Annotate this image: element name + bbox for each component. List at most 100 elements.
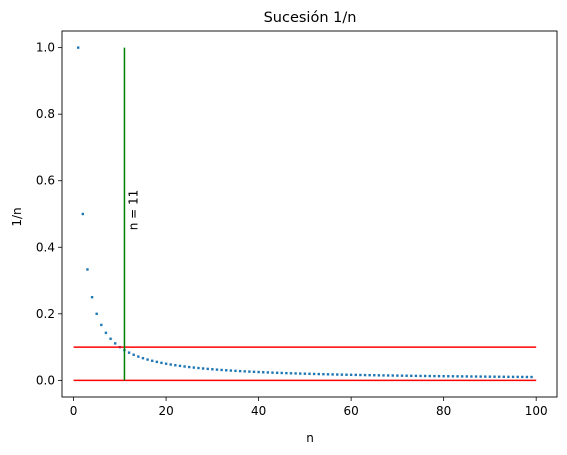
reference-lines-group: n = 11	[73, 47, 537, 382]
data-point	[294, 372, 297, 375]
data-point	[525, 375, 529, 379]
data-point	[511, 375, 515, 379]
ticks-group: 0 20 40 60 80 100 0.0 0.2 0.4 0.6 0.8 1.0	[36, 41, 548, 418]
data-point	[345, 373, 348, 376]
data-point	[405, 374, 408, 377]
data-point	[299, 372, 302, 375]
data-point	[451, 375, 455, 378]
data-point	[414, 374, 418, 378]
data-point	[368, 373, 371, 377]
data-point	[257, 370, 260, 374]
data-point	[373, 374, 376, 377]
data-point	[516, 375, 519, 379]
data-point	[493, 375, 496, 378]
data-point	[95, 312, 98, 316]
data-point	[354, 373, 357, 377]
data-point	[275, 371, 279, 375]
data-point	[474, 375, 478, 378]
data-point	[132, 353, 135, 356]
data-point	[326, 373, 330, 376]
data-point	[137, 355, 140, 358]
x-tick-label: 80	[436, 404, 451, 418]
data-point	[104, 331, 108, 335]
axes-frame-group	[61, 30, 558, 398]
x-tick-label: 40	[251, 404, 266, 418]
data-point	[262, 371, 265, 374]
y-tick-label: 0.6	[36, 174, 55, 188]
data-point	[419, 374, 422, 378]
data-point	[220, 368, 223, 372]
data-point	[340, 373, 344, 376]
data-point	[484, 375, 487, 378]
data-point	[127, 351, 131, 354]
data-point	[252, 370, 256, 374]
data-point	[507, 375, 510, 379]
data-point	[178, 364, 182, 368]
data-point	[197, 366, 200, 370]
x-tick-label: 0	[70, 404, 78, 418]
data-point	[76, 46, 80, 49]
data-point	[502, 375, 505, 378]
data-point	[497, 375, 501, 378]
data-point	[243, 370, 246, 373]
data-point	[465, 375, 468, 378]
data-point	[280, 371, 283, 375]
data-point	[308, 372, 311, 376]
data-point	[363, 373, 367, 377]
data-point	[423, 374, 427, 378]
data-point	[386, 374, 390, 377]
data-point	[248, 370, 251, 373]
data-point	[433, 374, 436, 378]
data-point	[169, 363, 172, 366]
data-point	[400, 374, 404, 377]
data-point	[206, 367, 209, 371]
data-point	[382, 374, 385, 377]
data-point	[470, 375, 473, 378]
data-point	[201, 367, 205, 370]
y-tick-label: 0.2	[36, 307, 55, 321]
data-point	[396, 374, 399, 377]
data-point	[192, 366, 196, 369]
data-point	[447, 375, 450, 378]
data-point	[229, 369, 233, 372]
data-point	[530, 375, 533, 379]
x-tick-label: 20	[158, 404, 173, 418]
data-point	[428, 374, 431, 378]
data-point	[349, 373, 353, 377]
y-tick-label: 0.8	[36, 107, 55, 121]
data-point	[174, 364, 177, 367]
data-point	[312, 372, 316, 376]
y-tick-label: 0.0	[36, 373, 55, 387]
data-point	[285, 371, 288, 375]
data-point	[359, 373, 362, 377]
data-point	[211, 368, 214, 371]
data-point	[322, 373, 325, 376]
data-point	[114, 342, 117, 345]
data-point	[317, 372, 320, 376]
data-point	[188, 365, 191, 369]
data-group	[76, 46, 533, 379]
data-point	[521, 375, 524, 379]
y-axis-title: 1/n	[10, 207, 24, 226]
x-tick-label: 100	[525, 404, 548, 418]
axes-frame	[61, 30, 558, 398]
data-point	[266, 371, 270, 374]
data-point	[488, 375, 492, 378]
data-point	[146, 358, 149, 361]
y-tick-label: 1.0	[36, 41, 55, 55]
data-point	[225, 369, 228, 372]
data-point	[183, 365, 186, 368]
data-point	[151, 359, 154, 362]
data-point	[442, 375, 445, 378]
data-point	[391, 374, 394, 377]
data-point	[160, 361, 163, 365]
data-point	[164, 362, 168, 365]
y-tick-label: 0.4	[36, 240, 55, 254]
data-point	[271, 371, 274, 374]
data-point	[86, 268, 89, 271]
data-point	[479, 375, 482, 378]
data-point	[141, 356, 145, 360]
x-axis-title: n	[306, 431, 314, 445]
